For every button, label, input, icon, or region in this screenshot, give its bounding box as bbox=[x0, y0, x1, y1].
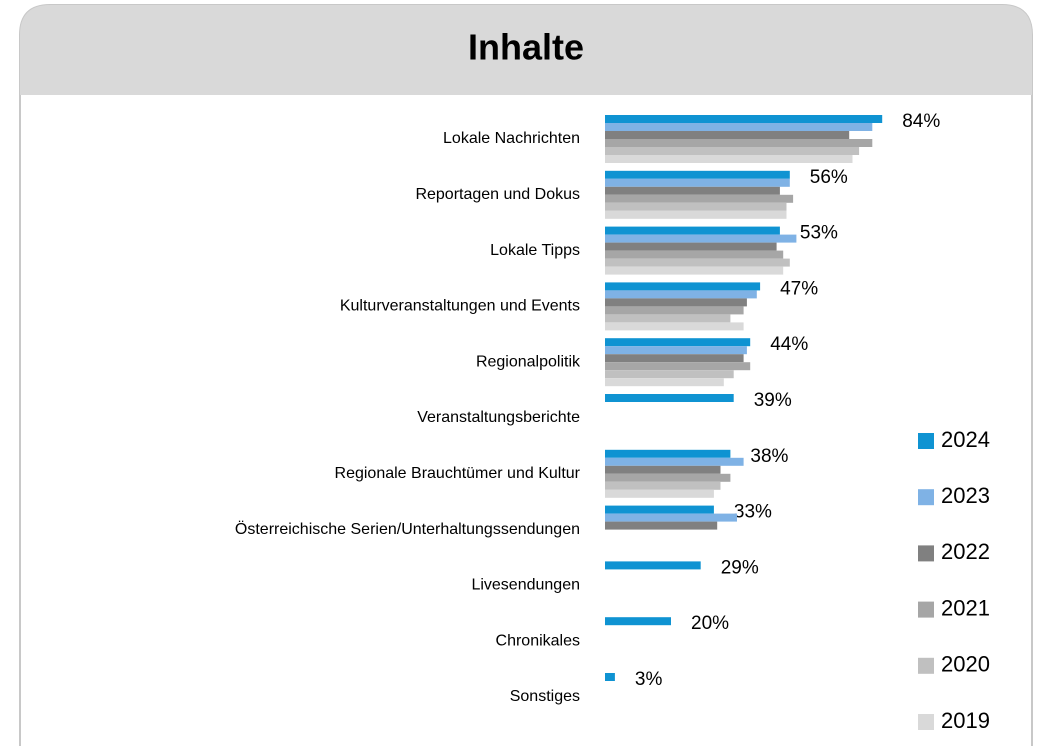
legend-label: 2023 bbox=[941, 483, 990, 508]
bar bbox=[605, 362, 751, 371]
bar bbox=[605, 115, 883, 123]
bar bbox=[605, 561, 701, 570]
category-label: Österreichische Serien/Unterhaltungssend… bbox=[235, 520, 580, 538]
bar bbox=[605, 290, 757, 299]
legend-swatch bbox=[918, 489, 934, 506]
chart-title: Inhalte bbox=[468, 27, 584, 68]
bar bbox=[605, 505, 714, 514]
value-label: 47% bbox=[780, 278, 818, 299]
bar bbox=[605, 202, 787, 211]
legend-swatch bbox=[918, 714, 934, 730]
value-label: 56% bbox=[810, 167, 848, 188]
bar bbox=[605, 473, 731, 482]
bar bbox=[605, 147, 860, 155]
bar bbox=[605, 449, 731, 458]
legend-label: 2022 bbox=[941, 539, 990, 564]
bar bbox=[605, 178, 790, 187]
bar bbox=[605, 186, 780, 195]
bar bbox=[605, 394, 734, 402]
bar bbox=[605, 234, 797, 243]
category-label: Lokale Nachrichten bbox=[443, 130, 580, 147]
category-label: Regionalpolitik bbox=[476, 353, 581, 370]
bar bbox=[605, 370, 734, 379]
category-label: Regionale Brauchtümer und Kultur bbox=[335, 465, 581, 482]
bar bbox=[605, 322, 744, 331]
bar bbox=[605, 123, 873, 131]
bar bbox=[605, 131, 850, 139]
bar bbox=[605, 298, 747, 307]
category-label: Chronikales bbox=[496, 632, 580, 649]
bar bbox=[605, 282, 761, 291]
bar bbox=[605, 266, 784, 275]
bar bbox=[605, 617, 671, 626]
bar bbox=[605, 521, 718, 530]
bar bbox=[605, 306, 744, 315]
legend-swatch bbox=[918, 433, 934, 449]
card-header bbox=[20, 5, 1032, 95]
bar bbox=[605, 170, 790, 179]
value-label: 84% bbox=[902, 111, 940, 132]
value-label: 20% bbox=[691, 613, 729, 634]
category-label: Veranstaltungsberichte bbox=[417, 409, 580, 426]
legend-label: 2021 bbox=[941, 595, 990, 620]
category-label: Kulturveranstaltungen und Events bbox=[340, 298, 580, 315]
value-label: 38% bbox=[750, 446, 788, 467]
bar bbox=[605, 194, 794, 203]
value-label: 3% bbox=[635, 669, 663, 690]
bar bbox=[605, 314, 731, 323]
bar bbox=[605, 258, 790, 267]
bar bbox=[605, 226, 780, 235]
bar bbox=[605, 481, 721, 490]
bar bbox=[605, 338, 751, 347]
value-label: 33% bbox=[734, 502, 772, 523]
value-label: 53% bbox=[800, 223, 838, 244]
bar bbox=[605, 346, 747, 355]
bar bbox=[605, 465, 721, 474]
legend-swatch bbox=[918, 545, 934, 562]
legend-label: 2020 bbox=[941, 652, 990, 677]
category-label: Lokale Tipps bbox=[490, 242, 580, 259]
category-label: Reportagen und Dokus bbox=[415, 186, 580, 203]
bar bbox=[605, 250, 784, 259]
bar bbox=[605, 673, 615, 681]
legend-label: 2024 bbox=[941, 427, 990, 452]
value-label: 39% bbox=[754, 390, 792, 411]
category-label: Livesendungen bbox=[471, 577, 580, 594]
value-label: 44% bbox=[770, 334, 808, 355]
bar bbox=[605, 489, 714, 498]
bar bbox=[605, 378, 724, 387]
bar bbox=[605, 155, 853, 163]
bar bbox=[605, 354, 744, 363]
bar bbox=[605, 457, 744, 466]
bar bbox=[605, 242, 777, 251]
category-label: Sonstiges bbox=[510, 688, 580, 705]
legend-swatch bbox=[918, 601, 934, 618]
bar bbox=[605, 210, 787, 219]
legend-label: 2019 bbox=[941, 708, 990, 733]
value-label: 29% bbox=[721, 557, 759, 578]
bar bbox=[605, 513, 737, 522]
legend-swatch bbox=[918, 657, 934, 674]
bar bbox=[605, 139, 873, 147]
